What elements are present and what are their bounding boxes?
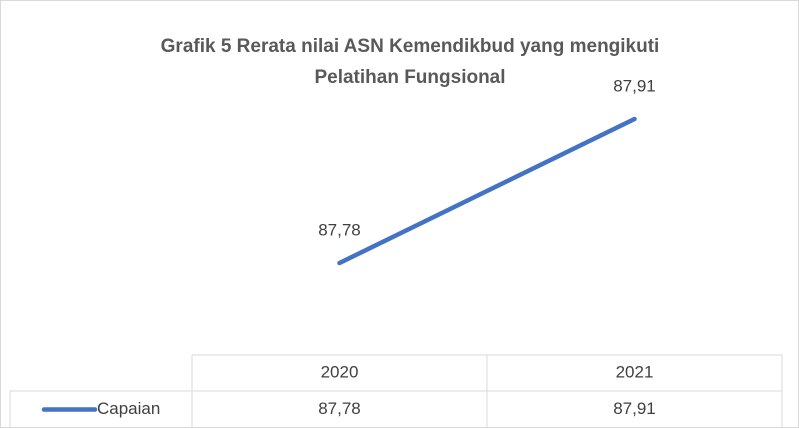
chart-title-line-2: Pelatihan Fungsional <box>314 67 505 88</box>
line-series <box>337 116 637 266</box>
data-label: 87,91 <box>613 76 656 95</box>
chart-title-line-1: Grafik 5 Rerata nilai ASN Kemendikbud ya… <box>161 36 660 57</box>
table-header: 2020 <box>321 362 359 381</box>
data-label: 87,78 <box>318 220 361 239</box>
table-header: 2021 <box>616 362 654 381</box>
table-cell: 87,78 <box>318 399 361 418</box>
table-cell: 87,91 <box>613 399 656 418</box>
legend-label: Capaian <box>97 399 160 418</box>
